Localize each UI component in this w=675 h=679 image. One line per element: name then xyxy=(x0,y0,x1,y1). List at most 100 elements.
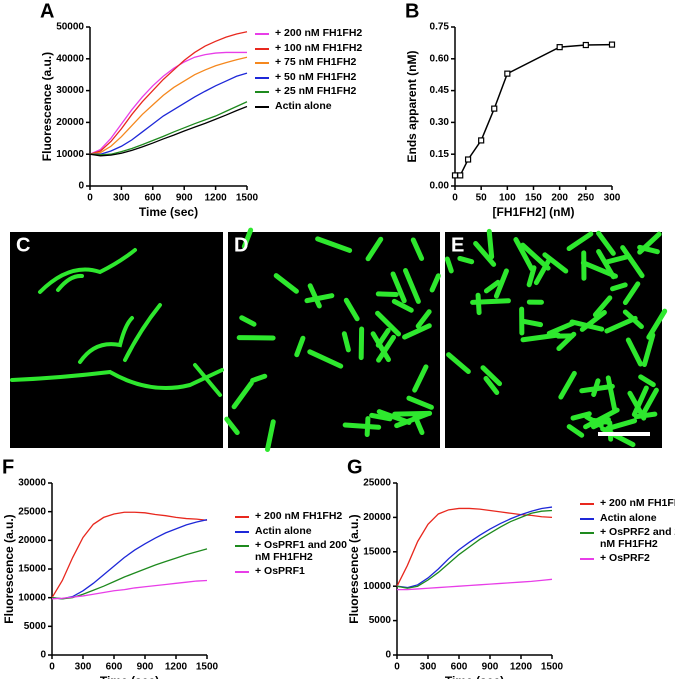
panel-label: B xyxy=(405,0,419,22)
filament xyxy=(391,298,414,313)
legend-label: + OsPRF1 xyxy=(255,565,305,577)
filament xyxy=(264,419,276,452)
filament xyxy=(343,297,360,322)
legend-swatch xyxy=(580,517,594,520)
data-marker xyxy=(464,156,472,163)
filament xyxy=(638,374,656,388)
y-axis-label: Fluorescence (a.u.) xyxy=(2,514,16,623)
filament xyxy=(78,316,134,364)
y-axis-label: Fluorescence (a.u.) xyxy=(347,514,361,623)
x-tick-label: 1500 xyxy=(196,662,219,673)
y-tick-label: 15000 xyxy=(18,564,46,575)
y-tick-label: 15000 xyxy=(363,546,391,557)
x-tick-label: 100 xyxy=(499,193,516,204)
legend-entry: + OsPRF2 xyxy=(580,552,675,564)
filament xyxy=(375,291,399,297)
filament xyxy=(513,237,535,272)
legend-label: Actin alone xyxy=(600,511,657,524)
x-axis-label: Time (sec) xyxy=(139,205,198,219)
x-tick-label: 300 xyxy=(75,662,92,673)
legend-label: + 25 nM FH1FH2 xyxy=(275,85,357,97)
legend-swatch xyxy=(235,516,249,518)
legend-swatch xyxy=(580,532,594,534)
x-tick-label: 900 xyxy=(176,193,193,204)
filament xyxy=(641,332,656,368)
x-tick-label: 200 xyxy=(551,193,568,204)
y-tick-label: 0.75 xyxy=(430,22,450,33)
filament xyxy=(444,256,454,274)
y-tick-label: 25000 xyxy=(363,478,391,489)
filament xyxy=(239,315,257,327)
legend-label: + 200 nM FH1FH2 xyxy=(275,27,363,39)
filament xyxy=(370,331,391,363)
legend-label: + 100 nM FH1FH2 xyxy=(275,41,363,54)
panel-label: F xyxy=(2,456,14,478)
filament xyxy=(610,282,628,292)
legend-entry: + OsPRF1 xyxy=(235,565,347,577)
legend-swatch xyxy=(580,503,594,505)
filament xyxy=(520,242,551,271)
legend-label: + OsPRF2 xyxy=(600,552,650,564)
data-line xyxy=(51,511,208,599)
data-line xyxy=(51,548,208,600)
filament xyxy=(376,334,397,363)
data-line xyxy=(89,105,248,157)
y-tick-label: 0 xyxy=(78,181,84,192)
legend-label: + OsPRF2 and 200 nM FH1FH2 xyxy=(600,526,675,550)
filament xyxy=(415,309,432,329)
data-line xyxy=(89,56,248,155)
data-marker xyxy=(491,105,498,112)
y-tick-label: 20000 xyxy=(363,512,391,523)
legend-label: + 75 nM FH1FH2 xyxy=(275,56,357,68)
y-tick-label: 20000 xyxy=(18,535,46,546)
filament xyxy=(486,228,495,260)
x-tick-label: 300 xyxy=(113,193,130,204)
y-tick-label: 0.30 xyxy=(430,117,450,128)
filament xyxy=(410,237,425,261)
filament xyxy=(625,337,643,367)
filament xyxy=(231,380,254,410)
legend-swatch xyxy=(580,558,594,560)
legend-swatch xyxy=(255,62,269,64)
filament xyxy=(193,363,222,397)
y-tick-label: 40000 xyxy=(56,53,84,64)
filament xyxy=(390,271,407,304)
filament xyxy=(483,375,500,395)
y-tick-label: 10000 xyxy=(363,581,391,592)
data-marker xyxy=(504,70,511,77)
filament xyxy=(365,236,384,262)
y-tick-label: 0 xyxy=(385,650,391,661)
x-axis-label: Time (sec) xyxy=(445,674,504,679)
y-tick-label: 0.60 xyxy=(430,53,450,64)
legend-entry: + 75 nM FH1FH2 xyxy=(255,56,395,68)
filament xyxy=(369,412,393,422)
filament xyxy=(392,410,433,417)
filament xyxy=(402,268,421,304)
filament xyxy=(620,245,645,279)
x-tick-label: 1200 xyxy=(165,662,188,673)
filament xyxy=(631,385,649,417)
legend-entry: + OsPRF1 and 200 nM FH1FH2 xyxy=(235,539,347,563)
filament xyxy=(307,349,344,369)
filament xyxy=(56,273,84,292)
filament xyxy=(641,387,659,416)
filament xyxy=(493,268,509,299)
filament xyxy=(294,335,306,358)
y-tick-label: 0.15 xyxy=(430,149,450,160)
legend-swatch xyxy=(255,47,269,50)
data-line xyxy=(396,507,553,587)
filament xyxy=(566,424,585,438)
filament xyxy=(473,241,497,267)
panel-label: G xyxy=(347,456,363,478)
y-tick-label: 10000 xyxy=(18,592,46,603)
filament xyxy=(429,273,441,293)
filament xyxy=(520,318,544,328)
x-tick-label: 150 xyxy=(525,193,542,204)
data-marker xyxy=(451,172,459,179)
data-line xyxy=(397,578,553,591)
x-tick-label: 0 xyxy=(394,662,400,673)
data-line xyxy=(90,72,248,155)
data-marker xyxy=(608,41,616,48)
x-tick-label: 1500 xyxy=(541,662,564,673)
data-line xyxy=(89,51,247,155)
